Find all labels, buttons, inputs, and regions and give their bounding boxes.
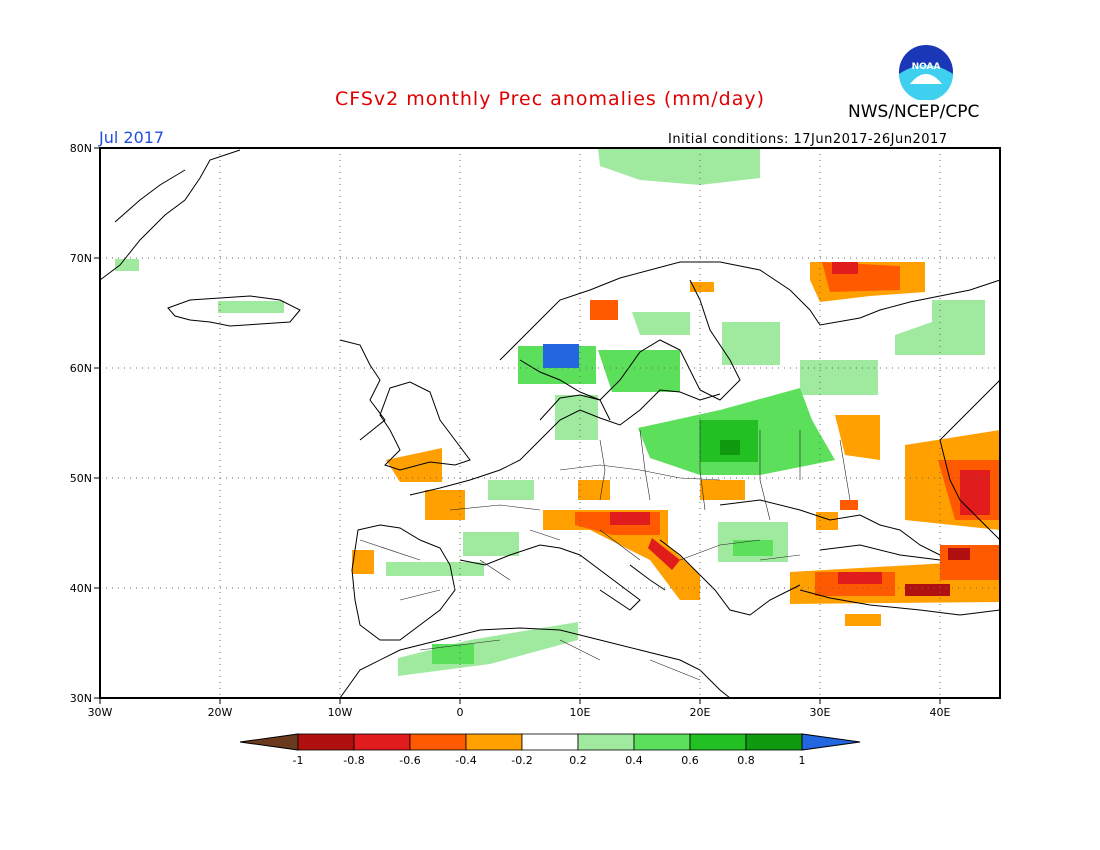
- lon-label: 20E: [690, 706, 711, 719]
- lat-label: 60N: [70, 362, 92, 375]
- colorbar-segment: [353, 733, 411, 751]
- axis-ticks: [94, 147, 941, 704]
- month-label: Jul 2017: [99, 128, 165, 147]
- colorbar-label: 1: [799, 754, 806, 767]
- colorbar-label: -0.8: [343, 754, 364, 767]
- anomaly-greenland: [115, 259, 139, 271]
- colorbar-segment: [409, 733, 467, 751]
- gridlines: [100, 148, 1000, 698]
- lon-label: 0: [457, 706, 464, 719]
- lat-label: 40N: [70, 582, 92, 595]
- chart-title: CFSv2 monthly Prec anomalies (mm/day): [334, 88, 766, 110]
- colorbar-segment: [521, 733, 579, 751]
- map-frame: [99, 147, 1001, 699]
- lon-label: 40E: [930, 706, 951, 719]
- lon-label: 30W: [88, 706, 113, 719]
- anomaly-iceland: [218, 301, 284, 313]
- colorbar-segment: [633, 733, 691, 751]
- noaa-logo: NOAA: [899, 45, 953, 100]
- lon-label: 30E: [810, 706, 831, 719]
- anomaly-svalbard: [598, 148, 760, 185]
- lon-label: 10W: [328, 706, 353, 719]
- lat-label: 30N: [70, 692, 92, 705]
- colorbar-arrow-low: [239, 733, 299, 751]
- lon-label: 20W: [208, 706, 233, 719]
- colorbar-segment: [577, 733, 635, 751]
- colorbar-label: -1: [293, 754, 304, 767]
- colorbar-label: -0.2: [511, 754, 532, 767]
- colorbar-label: -0.6: [399, 754, 420, 767]
- colorbar-segment: [689, 733, 747, 751]
- agency-label: NWS/NCEP/CPC: [848, 102, 980, 122]
- colorbar-arrow-high: [801, 733, 861, 751]
- colorbar-label: 0.6: [681, 754, 699, 767]
- colorbar-label: 0.8: [737, 754, 755, 767]
- lat-label: 70N: [70, 252, 92, 265]
- colorbar-label: 0.2: [569, 754, 587, 767]
- colorbar-label: 0.4: [625, 754, 643, 767]
- colorbar-segment: [297, 733, 355, 751]
- colorbar-segment: [465, 733, 523, 751]
- colorbar-label: -0.4: [455, 754, 476, 767]
- country-borders: [359, 420, 851, 681]
- colorbar: -1 -0.8 -0.6 -0.4 -0.2 0.2 0.4 0.6 0.8 1: [239, 733, 861, 767]
- initial-conditions: Initial conditions: 17Jun2017-26Jun2017: [668, 132, 948, 147]
- colorbar-segment: [745, 733, 803, 751]
- lat-label: 80N: [70, 142, 92, 155]
- logo-text: NOAA: [912, 62, 941, 72]
- anomaly-norway-max: [543, 344, 579, 368]
- lon-label: 10E: [570, 706, 591, 719]
- lat-label: 50N: [70, 472, 92, 485]
